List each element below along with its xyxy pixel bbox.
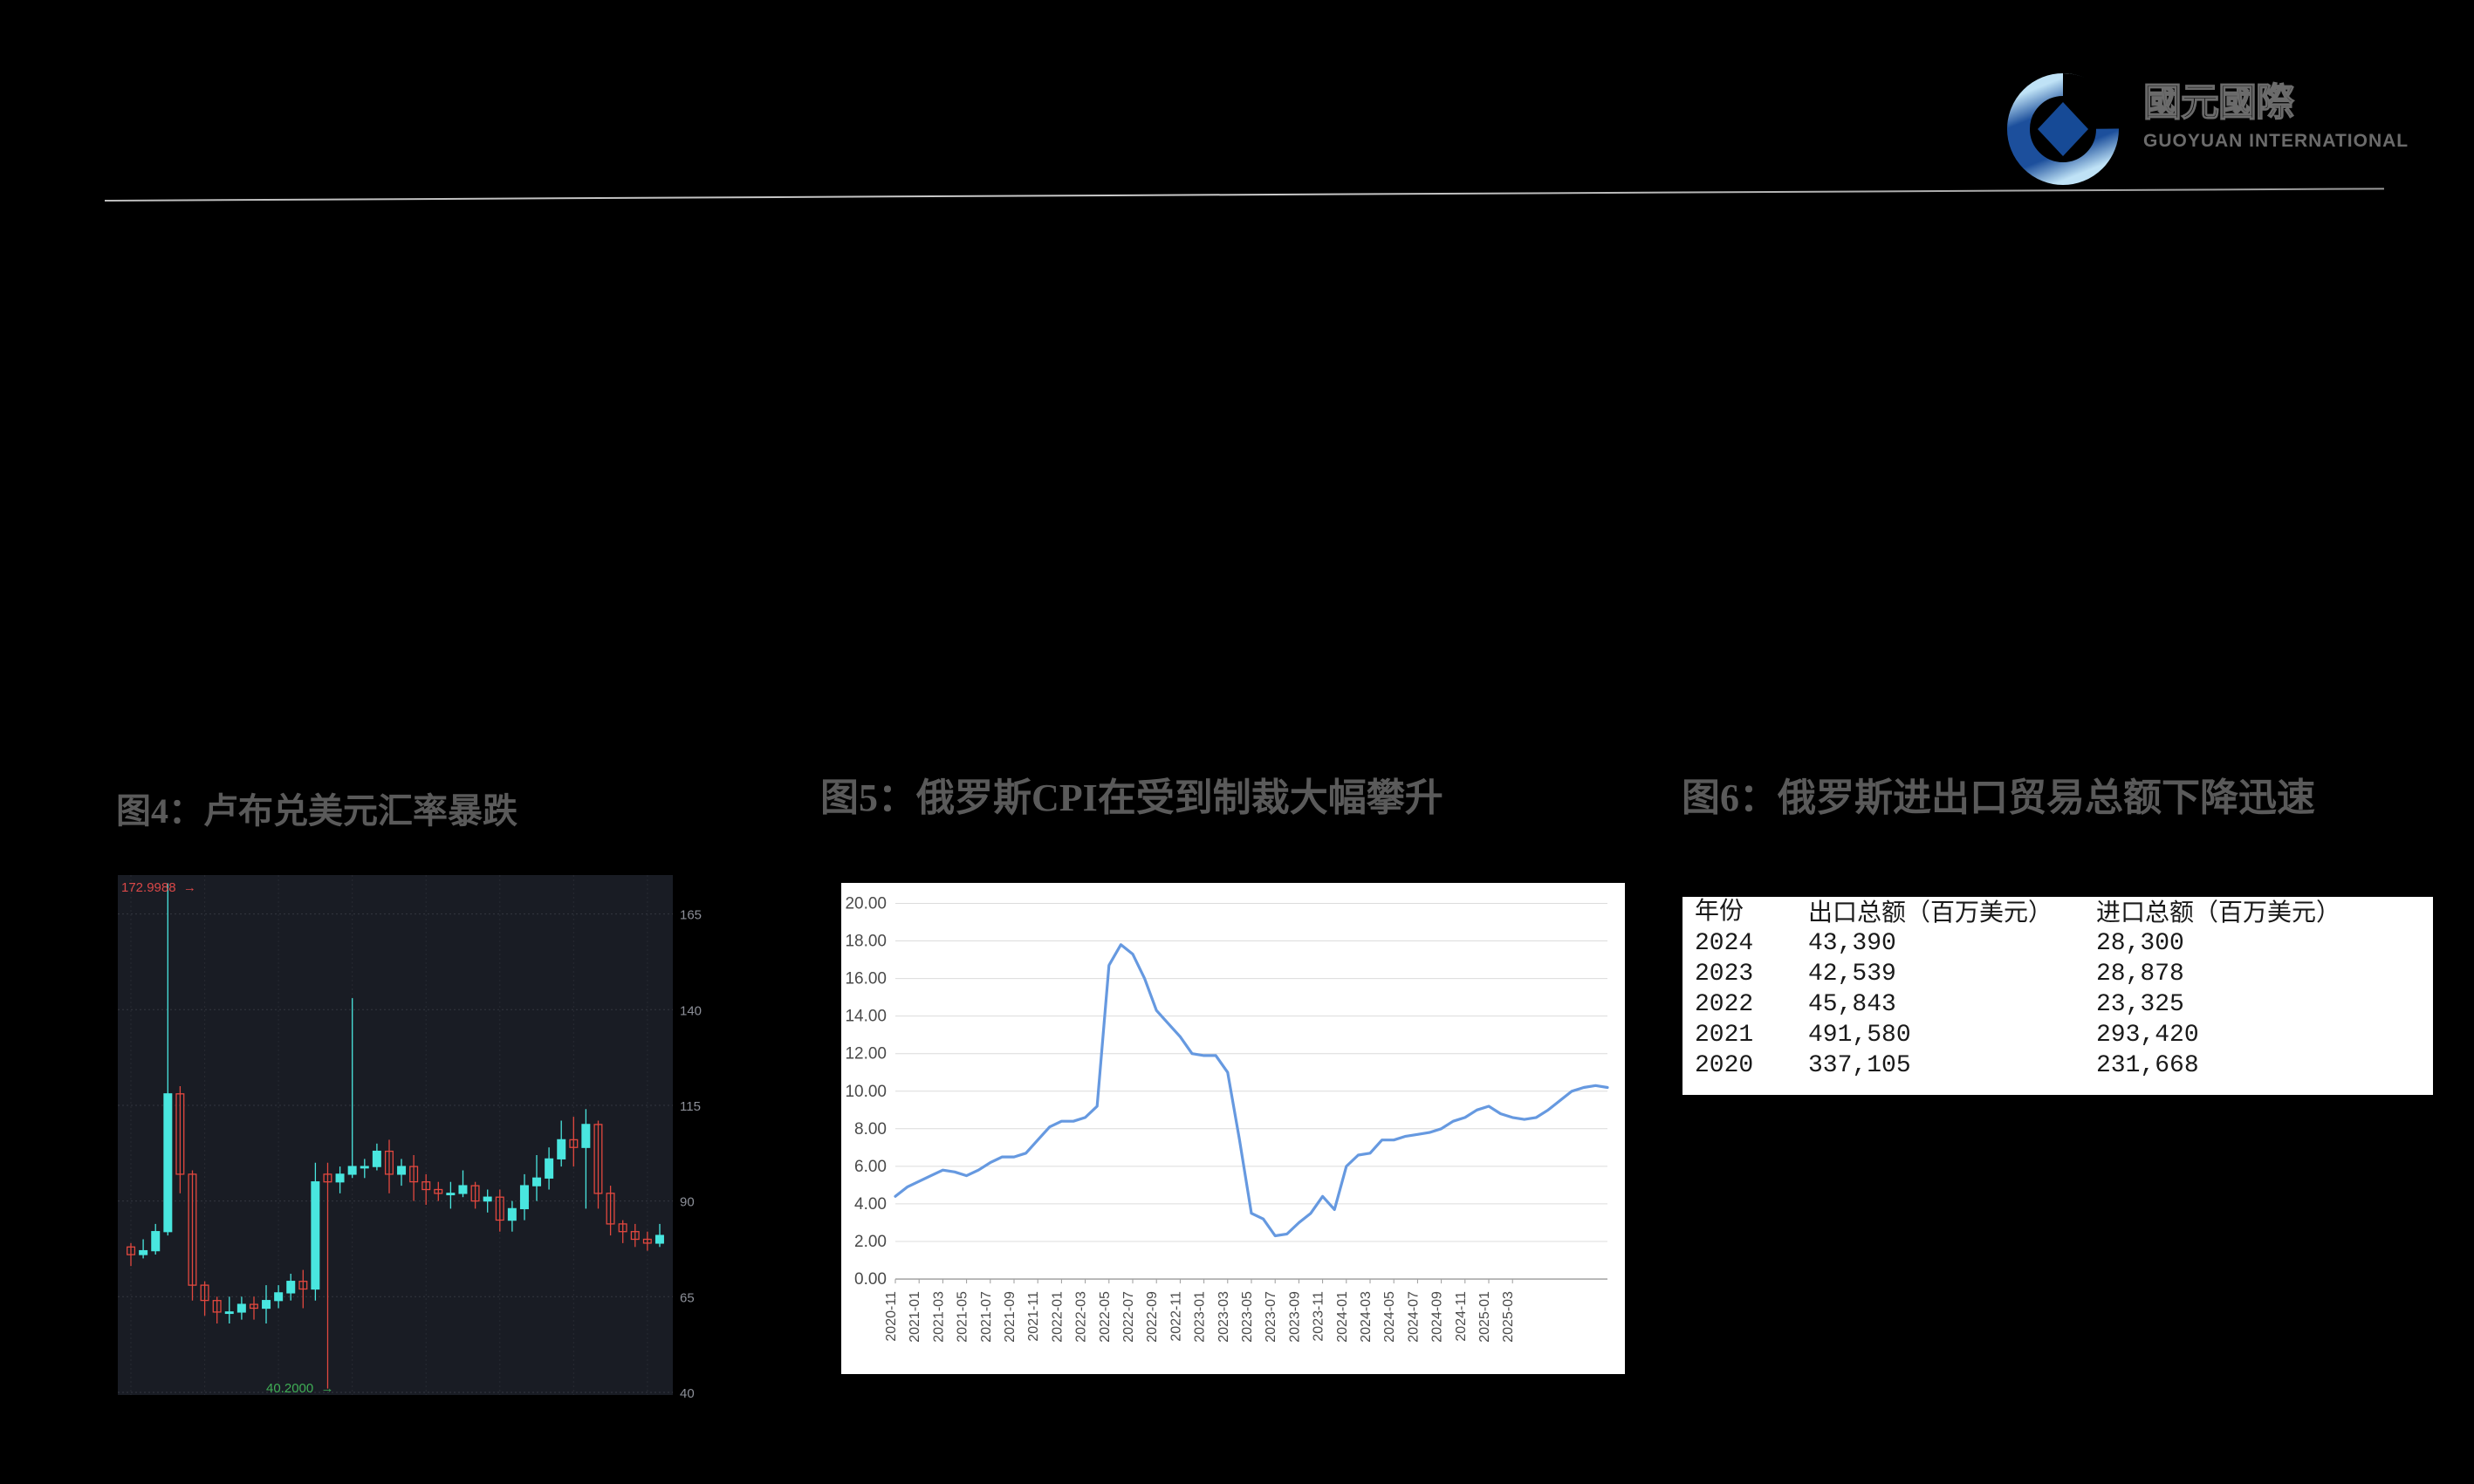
svg-text:2023-05: 2023-05 — [1240, 1291, 1255, 1343]
svg-text:2023-03: 2023-03 — [1216, 1291, 1231, 1343]
svg-text:65: 65 — [680, 1290, 695, 1305]
svg-text:2022-07: 2022-07 — [1121, 1291, 1136, 1343]
svg-text:18.00: 18.00 — [845, 933, 887, 951]
svg-text:2024-07: 2024-07 — [1406, 1291, 1421, 1343]
svg-text:6.00: 6.00 — [854, 1158, 887, 1176]
svg-text:0.00: 0.00 — [854, 1270, 887, 1289]
svg-text:14.00: 14.00 — [845, 1008, 887, 1026]
svg-text:2023-09: 2023-09 — [1287, 1291, 1302, 1343]
svg-text:2024-05: 2024-05 — [1382, 1291, 1397, 1343]
svg-text:115: 115 — [680, 1099, 701, 1114]
svg-text:2022-09: 2022-09 — [1145, 1291, 1160, 1343]
svg-text:2024-11: 2024-11 — [1454, 1291, 1469, 1342]
svg-text:140: 140 — [680, 1003, 702, 1018]
svg-text:2021-09: 2021-09 — [1003, 1291, 1018, 1343]
svg-text:2022-03: 2022-03 — [1074, 1291, 1089, 1343]
svg-text:2022-01: 2022-01 — [1050, 1291, 1065, 1343]
svg-text:2025-03: 2025-03 — [1501, 1291, 1516, 1343]
svg-text:2021-07: 2021-07 — [979, 1291, 994, 1343]
svg-text:40: 40 — [680, 1386, 695, 1401]
svg-text:2021-05: 2021-05 — [956, 1291, 970, 1343]
svg-text:165: 165 — [680, 908, 702, 923]
svg-text:2020-11: 2020-11 — [884, 1291, 899, 1342]
svg-text:2.00: 2.00 — [854, 1233, 887, 1251]
svg-text:8.00: 8.00 — [854, 1120, 887, 1139]
svg-text:2024-03: 2024-03 — [1359, 1291, 1374, 1343]
svg-text:4.00: 4.00 — [854, 1195, 887, 1214]
svg-text:2021-03: 2021-03 — [931, 1291, 946, 1343]
svg-text:2023-01: 2023-01 — [1193, 1291, 1208, 1343]
svg-text:2021-01: 2021-01 — [908, 1291, 922, 1343]
svg-text:2023-11: 2023-11 — [1312, 1291, 1326, 1342]
svg-text:2022-11: 2022-11 — [1168, 1291, 1183, 1342]
svg-text:20.00: 20.00 — [845, 895, 887, 913]
svg-text:16.00: 16.00 — [845, 970, 887, 988]
svg-text:12.00: 12.00 — [845, 1045, 887, 1063]
svg-text:2021-11: 2021-11 — [1026, 1291, 1041, 1342]
svg-text:10.00: 10.00 — [845, 1083, 887, 1101]
svg-text:2024-09: 2024-09 — [1430, 1291, 1445, 1343]
svg-text:2024-01: 2024-01 — [1335, 1291, 1350, 1343]
svg-text:2023-07: 2023-07 — [1264, 1291, 1278, 1343]
svg-text:2022-05: 2022-05 — [1098, 1291, 1113, 1343]
svg-text:2025-01: 2025-01 — [1477, 1291, 1492, 1343]
svg-text:90: 90 — [680, 1195, 695, 1210]
